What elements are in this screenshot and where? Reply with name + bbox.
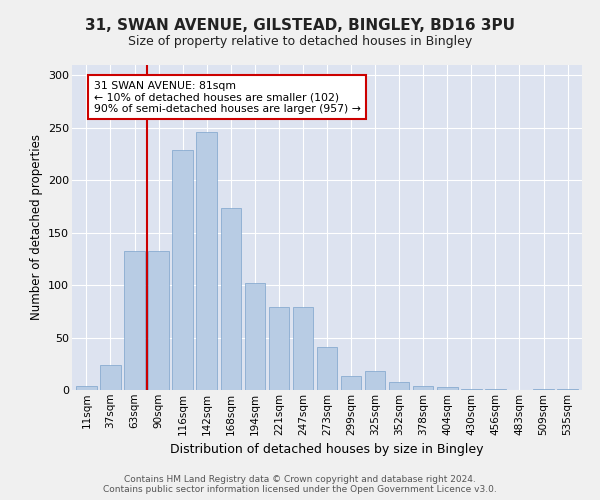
Bar [485,389,506,390]
Bar [100,365,121,390]
Text: 31, SWAN AVENUE, GILSTEAD, BINGLEY, BD16 3PU: 31, SWAN AVENUE, GILSTEAD, BINGLEY, BD16… [85,18,515,32]
Bar [148,250,169,390]
Bar [124,250,145,390]
Bar [461,389,482,390]
Y-axis label: Number of detached properties: Number of detached properties [29,134,43,320]
Bar [365,371,385,390]
Text: Contains HM Land Registry data © Crown copyright and database right 2024.: Contains HM Land Registry data © Crown c… [124,475,476,484]
Bar [437,387,458,390]
Bar [533,389,554,390]
Bar [172,150,193,390]
Bar [269,307,289,390]
Text: Contains public sector information licensed under the Open Government Licence v3: Contains public sector information licen… [103,485,497,494]
Bar [221,208,241,390]
Bar [245,283,265,390]
Bar [317,347,337,390]
X-axis label: Distribution of detached houses by size in Bingley: Distribution of detached houses by size … [170,443,484,456]
Bar [196,132,217,390]
Text: 31 SWAN AVENUE: 81sqm
← 10% of detached houses are smaller (102)
90% of semi-det: 31 SWAN AVENUE: 81sqm ← 10% of detached … [94,80,361,114]
Bar [557,389,578,390]
Bar [389,382,409,390]
Bar [341,376,361,390]
Bar [76,386,97,390]
Bar [413,386,433,390]
Bar [293,307,313,390]
Text: Size of property relative to detached houses in Bingley: Size of property relative to detached ho… [128,35,472,48]
